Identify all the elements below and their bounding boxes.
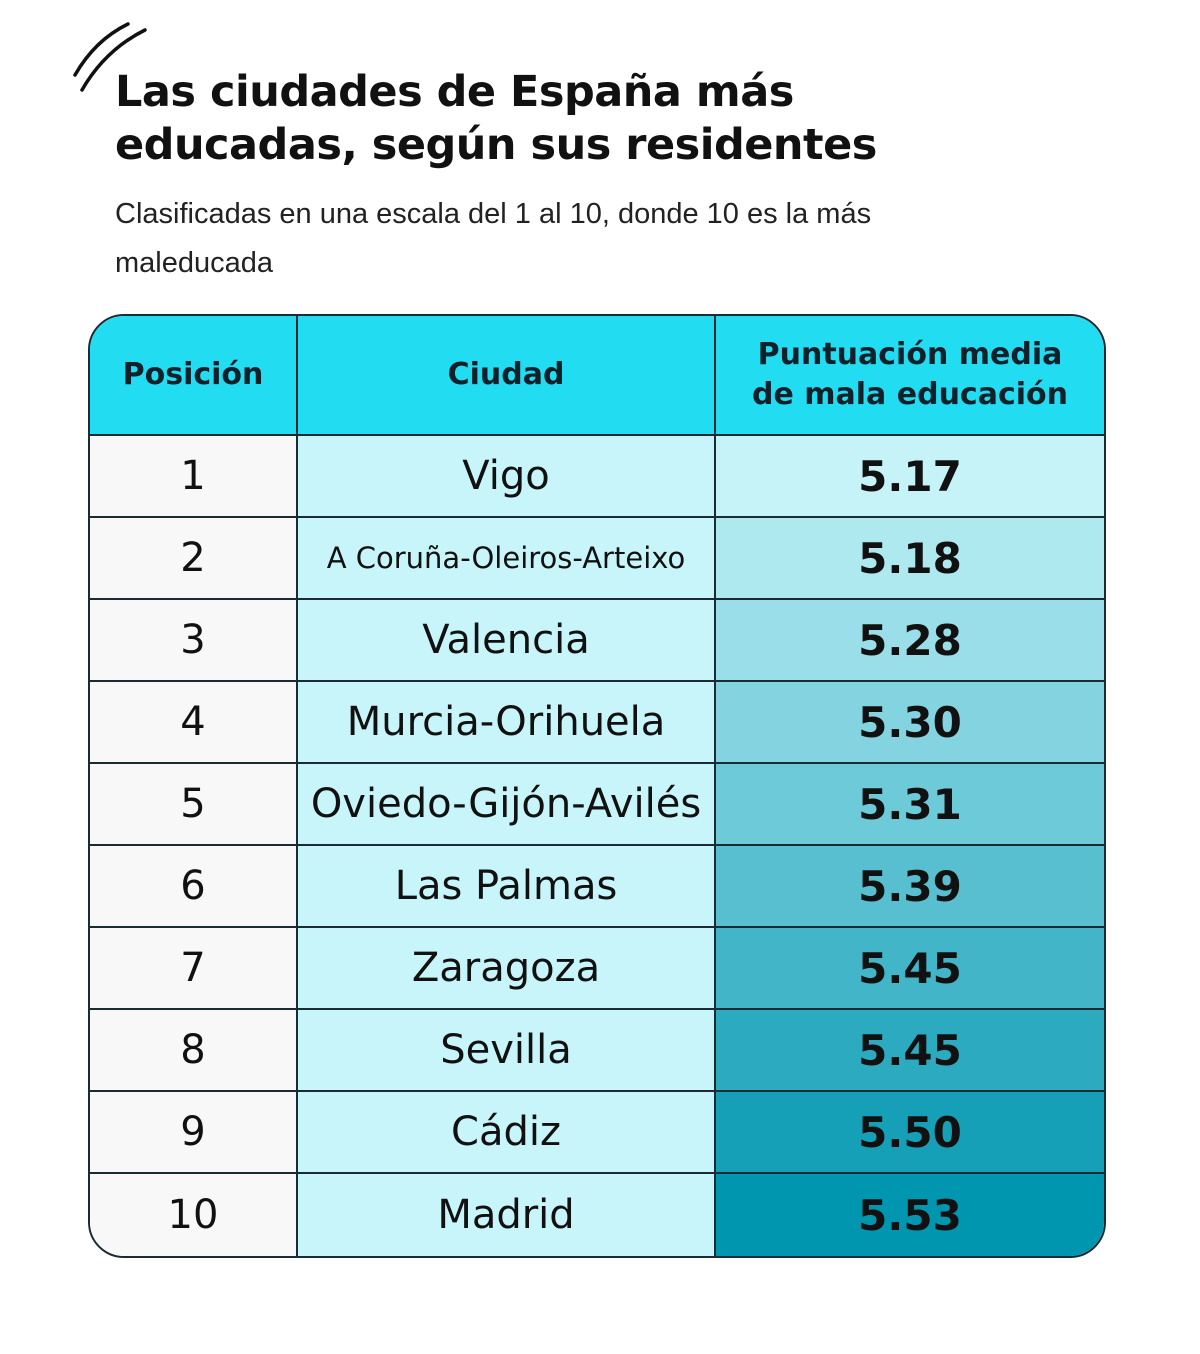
- city-cell: Las Palmas: [298, 846, 716, 928]
- city-cell: Sevilla: [298, 1010, 716, 1092]
- city-cell: Oviedo-Gijón-Avilés: [298, 764, 716, 846]
- score-cell: 5.50: [716, 1092, 1104, 1174]
- city-cell: Madrid: [298, 1174, 716, 1256]
- position-cell: 3: [90, 600, 298, 682]
- position-cell: 7: [90, 928, 298, 1010]
- score-cell: 5.28: [716, 600, 1104, 682]
- position-cell: 6: [90, 846, 298, 928]
- position-cell: 4: [90, 682, 298, 764]
- ranking-table: Posición Ciudad Puntuación media de mala…: [88, 314, 1106, 1258]
- score-cell: 5.30: [716, 682, 1104, 764]
- header-city: Ciudad: [298, 316, 716, 436]
- city-cell: A Coruña-Oleiros-Arteixo: [298, 518, 716, 600]
- score-cell: 5.45: [716, 1010, 1104, 1092]
- score-cell: 5.53: [716, 1174, 1104, 1256]
- city-cell: Valencia: [298, 600, 716, 682]
- position-cell: 2: [90, 518, 298, 600]
- city-cell: Zaragoza: [298, 928, 716, 1010]
- score-cell: 5.17: [716, 436, 1104, 518]
- score-cell: 5.31: [716, 764, 1104, 846]
- position-cell: 5: [90, 764, 298, 846]
- page-title: Las ciudades de España más educadas, seg…: [115, 67, 877, 170]
- double-stroke-decoration-icon: [73, 22, 147, 92]
- city-cell: Murcia-Orihuela: [298, 682, 716, 764]
- position-cell: 1: [90, 436, 298, 518]
- position-cell: 10: [90, 1174, 298, 1256]
- header-score: Puntuación media de mala educación: [716, 316, 1104, 436]
- position-cell: 8: [90, 1010, 298, 1092]
- city-cell: Vigo: [298, 436, 716, 518]
- score-cell: 5.39: [716, 846, 1104, 928]
- subtitle: Clasificadas en una escala del 1 al 10, …: [115, 198, 872, 279]
- score-cell: 5.18: [716, 518, 1104, 600]
- header-position: Posición: [90, 316, 298, 436]
- city-cell: Cádiz: [298, 1092, 716, 1174]
- position-cell: 9: [90, 1092, 298, 1174]
- score-cell: 5.45: [716, 928, 1104, 1010]
